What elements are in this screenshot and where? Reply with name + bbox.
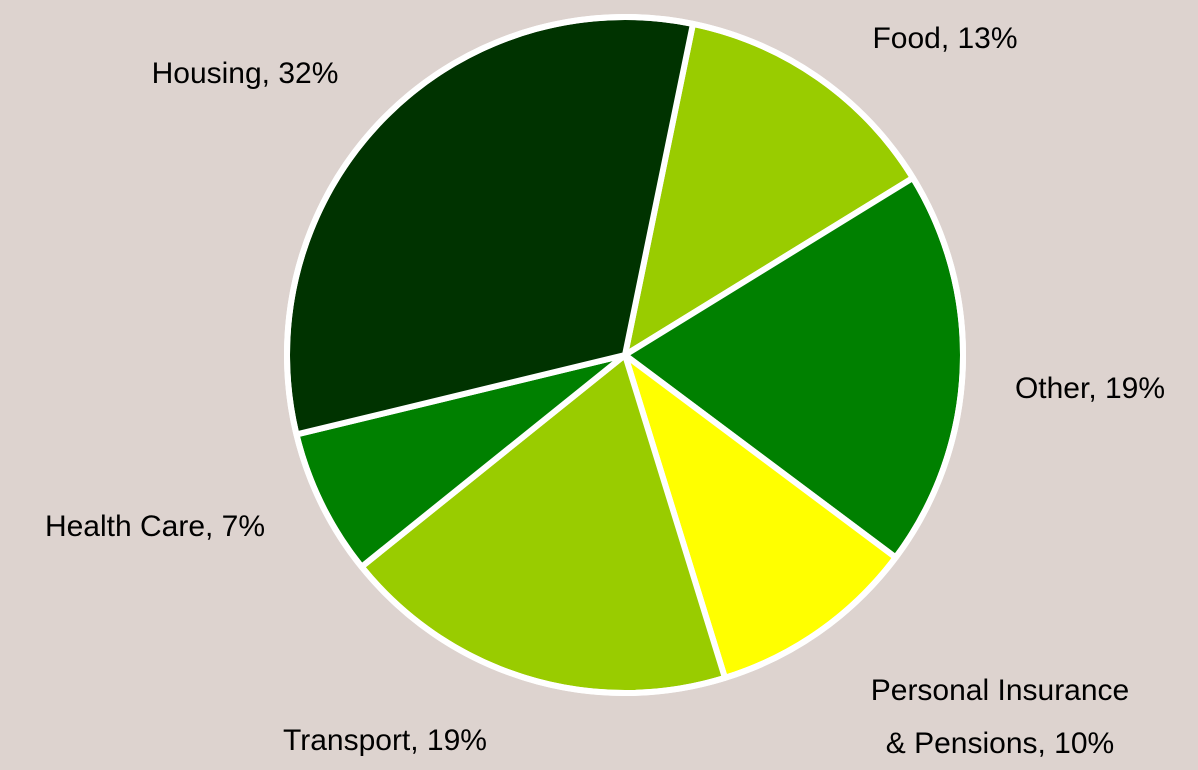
slice-label: Health Care, 7% [45,510,265,543]
slice-label-line: Transport, 19% [283,724,487,757]
slice-label: Housing, 32% [152,57,339,90]
slice-label: Transport, 19% [283,724,487,757]
slice-label-line: Food, 13% [872,22,1017,55]
slice-label-line: Other, 19% [1015,372,1165,405]
slice-label-line: Personal Insurance [871,674,1130,707]
pie-rim [284,14,966,696]
slice-label-line: Housing, 32% [152,57,339,90]
slice-label: Food, 13% [872,22,1017,55]
slice-label-line: Health Care, 7% [45,510,265,543]
slice-label: Other, 19% [1015,372,1165,405]
slice-label-line: & Pensions, 10% [886,727,1114,760]
slice-label: Personal Insurance & Pensions, 10% [871,674,1130,760]
